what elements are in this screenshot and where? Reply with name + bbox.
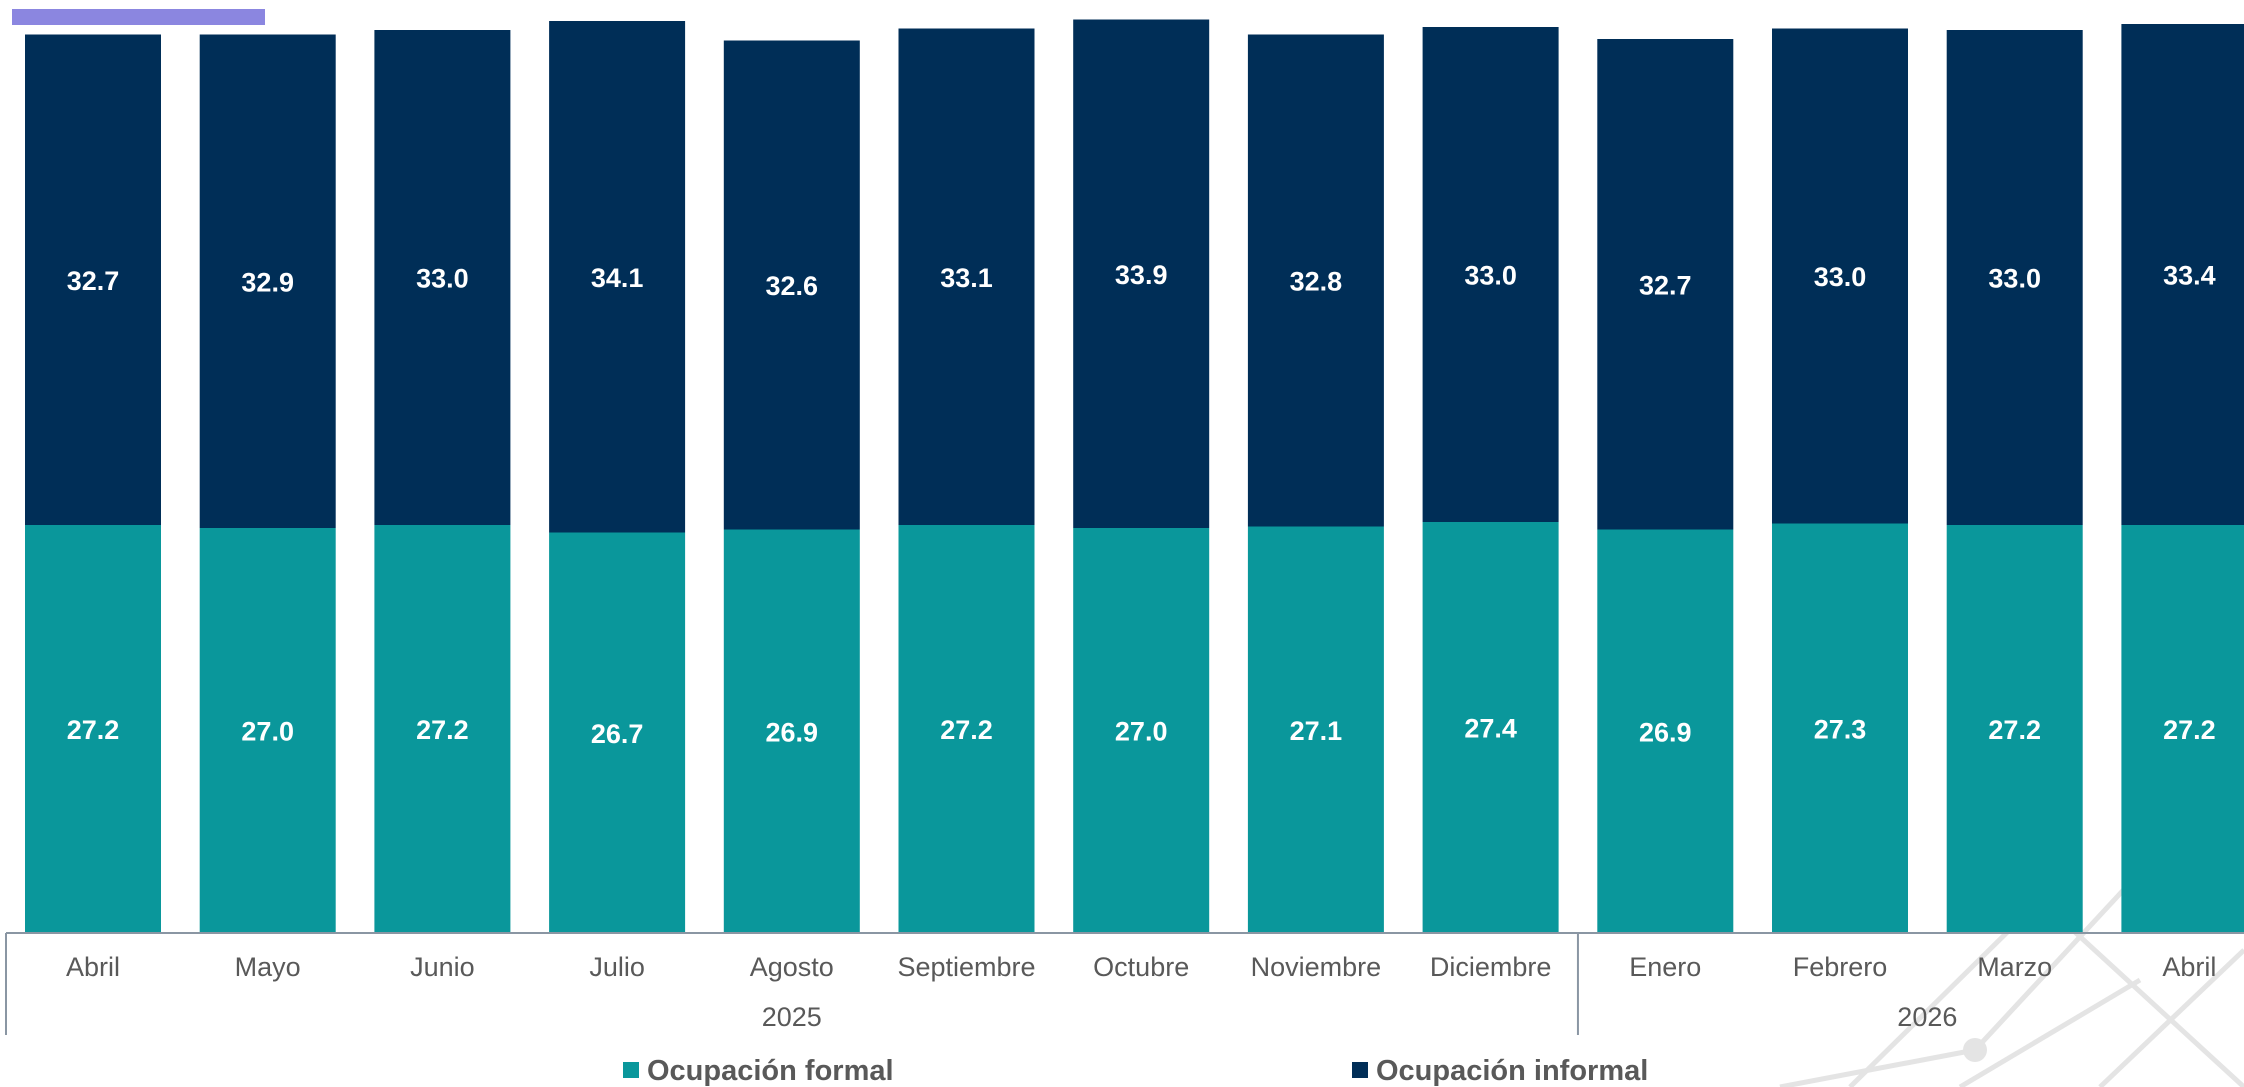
data-label-formal: 27.3	[1814, 714, 1867, 744]
month-tick-label: Julio	[589, 952, 645, 982]
data-label-informal: 33.1	[940, 263, 993, 293]
bars	[25, 19, 2244, 933]
bar-formal	[2121, 525, 2244, 933]
data-label-informal: 32.9	[241, 267, 294, 297]
bar-informal	[1247, 34, 1384, 527]
bar-informal	[898, 28, 1035, 525]
month-tick-label: Marzo	[1977, 952, 2052, 982]
bar-formal	[1422, 522, 1559, 933]
legend-swatch	[623, 1062, 639, 1078]
bar-formal	[374, 525, 511, 933]
data-label-informal: 33.4	[2163, 261, 2216, 291]
bar-formal	[1772, 523, 1908, 933]
year-label: 2026	[1897, 1002, 1957, 1032]
watermark-dot	[1963, 1038, 1987, 1062]
year-label: 2025	[762, 1002, 822, 1032]
data-label-informal: 34.1	[591, 263, 644, 293]
data-label-informal: 32.7	[67, 266, 120, 296]
bar-informal	[723, 40, 860, 530]
month-tick-label: Octubre	[1093, 952, 1189, 982]
bar-informal	[199, 34, 336, 528]
data-label-formal: 27.4	[1464, 714, 1517, 744]
month-tick-label: Septiembre	[897, 952, 1035, 982]
category-axis: Abril Mayo Junio Julio Agosto Septiembre Octub…	[5, 932, 2244, 1035]
data-label-informal: 33.0	[1464, 261, 1517, 291]
bar-formal	[1247, 526, 1384, 933]
bar-informal	[374, 30, 511, 525]
legend-item-formal: Ocupación formal	[647, 1055, 894, 1087]
bar-informal	[549, 21, 686, 533]
data-label-informal: 32.8	[1290, 267, 1343, 297]
month-tick-label: Diciembre	[1430, 952, 1552, 982]
data-label-informal: 32.7	[1639, 270, 1692, 300]
bar-informal	[1597, 39, 1734, 530]
data-label-formal: 27.2	[416, 715, 469, 745]
data-label-formal: 26.9	[766, 717, 819, 747]
data-label-formal: 27.2	[2163, 715, 2216, 745]
bar-informal	[1422, 27, 1559, 522]
bar-informal	[25, 34, 161, 525]
bar-formal	[199, 528, 336, 933]
top-accent-bar	[12, 9, 265, 25]
data-label-formal: 27.0	[241, 717, 294, 747]
month-tick-label: Junio	[410, 952, 475, 982]
month-tick-label: Abril	[2162, 952, 2216, 982]
month-tick-label: Agosto	[750, 952, 834, 982]
data-labels: 27.2 32.7 27.0 32.9 27.2 33.0 26.7 34.1 26.9 32.6…	[67, 260, 2216, 749]
data-label-formal: 27.2	[940, 715, 993, 745]
data-label-formal: 27.0	[1115, 717, 1168, 747]
data-label-formal: 27.2	[67, 715, 120, 745]
bar-formal	[25, 525, 161, 933]
data-label-informal: 33.0	[1988, 264, 2041, 294]
data-label-formal: 27.2	[1988, 715, 2041, 745]
month-tick-label: Noviembre	[1251, 952, 1382, 982]
bar-informal	[1073, 19, 1210, 528]
bar-formal	[723, 529, 860, 933]
bar-informal	[1946, 30, 2083, 525]
data-label-formal: 26.7	[591, 719, 644, 749]
watermark-line	[1958, 977, 2142, 1087]
watermark-line	[1779, 1047, 1976, 1087]
data-label-formal: 26.9	[1639, 717, 1692, 747]
bar-informal	[1772, 28, 1908, 524]
data-label-formal: 27.1	[1290, 716, 1343, 746]
month-tick-label: Febrero	[1793, 952, 1888, 982]
bar-informal	[2121, 24, 2244, 525]
month-tick-label: Abril	[66, 952, 120, 982]
bar-formal	[1946, 525, 2083, 933]
data-label-informal: 33.0	[1814, 262, 1867, 292]
bar-formal	[1597, 529, 1734, 933]
bar-formal	[549, 532, 686, 933]
legend: Ocupación formal Ocupación informal	[623, 1055, 1648, 1087]
legend-item-informal: Ocupación informal	[1376, 1055, 1648, 1087]
bar-formal	[898, 525, 1035, 933]
data-label-informal: 33.0	[416, 264, 469, 294]
bar-formal	[1073, 528, 1210, 933]
watermark-line	[2098, 948, 2244, 1087]
legend-swatch	[1352, 1062, 1368, 1078]
data-label-informal: 33.9	[1115, 260, 1168, 290]
month-tick-label: Mayo	[235, 952, 301, 982]
data-label-informal: 32.6	[766, 271, 819, 301]
month-tick-label: Enero	[1629, 952, 1701, 982]
